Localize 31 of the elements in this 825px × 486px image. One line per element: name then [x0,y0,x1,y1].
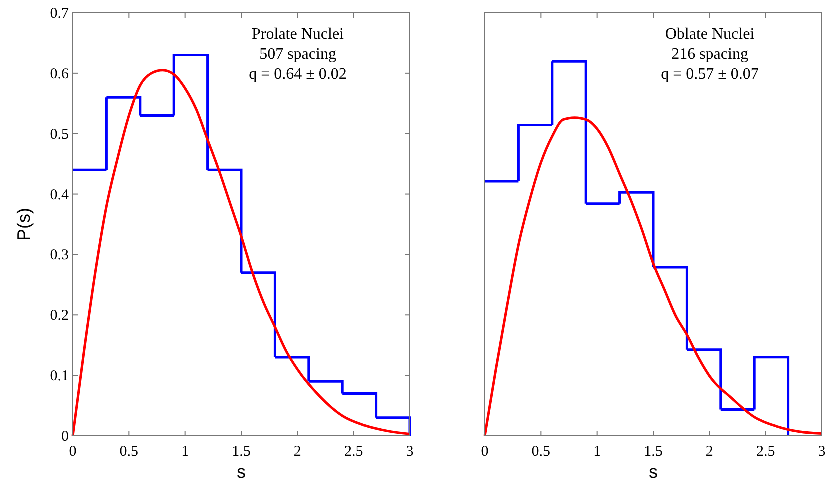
x-tick-label: 3 [818,444,825,460]
y-tick-label: 0.4 [50,187,70,204]
x-tick-label: 2 [706,444,714,460]
x-tick-label: 1.5 [232,444,251,460]
x-tick-label: 1.5 [644,444,663,460]
x-tick-label: 2 [294,444,302,460]
x-tick-label: 0.5 [120,444,139,460]
x-tick-label: 0 [481,444,489,460]
annotation: q = 0.64 ± 0.02 [249,66,347,83]
x-axis-title: s [237,462,246,482]
y-tick-label: 0.3 [50,248,69,264]
y-tick-label: 0.1 [50,368,69,385]
y-tick-label: 0.7 [50,6,70,22]
x-axis-title: s [649,462,658,482]
x-tick-label: 2.5 [344,444,364,460]
x-tick-label: 1 [182,444,190,460]
y-tick-label: 0.6 [50,66,70,82]
x-tick-label: 2.5 [756,444,776,460]
x-tick-label: 3 [406,444,414,460]
y-axis-title: P(s) [14,208,34,241]
annotation: q = 0.57 ± 0.07 [661,66,759,83]
annotation: 507 spacing [260,46,336,63]
annotation: Prolate Nuclei [252,26,345,43]
x-tick-label: 0.5 [532,444,551,460]
x-tick-label: 1 [594,444,602,460]
annotation: 216 spacing [672,46,748,63]
y-tick-label: 0.2 [50,308,69,324]
y-tick-label: 0.5 [50,126,69,143]
y-tick-label: 0 [62,429,69,445]
line-series [72,69,412,438]
text: Oblate Nuclei [665,26,756,43]
